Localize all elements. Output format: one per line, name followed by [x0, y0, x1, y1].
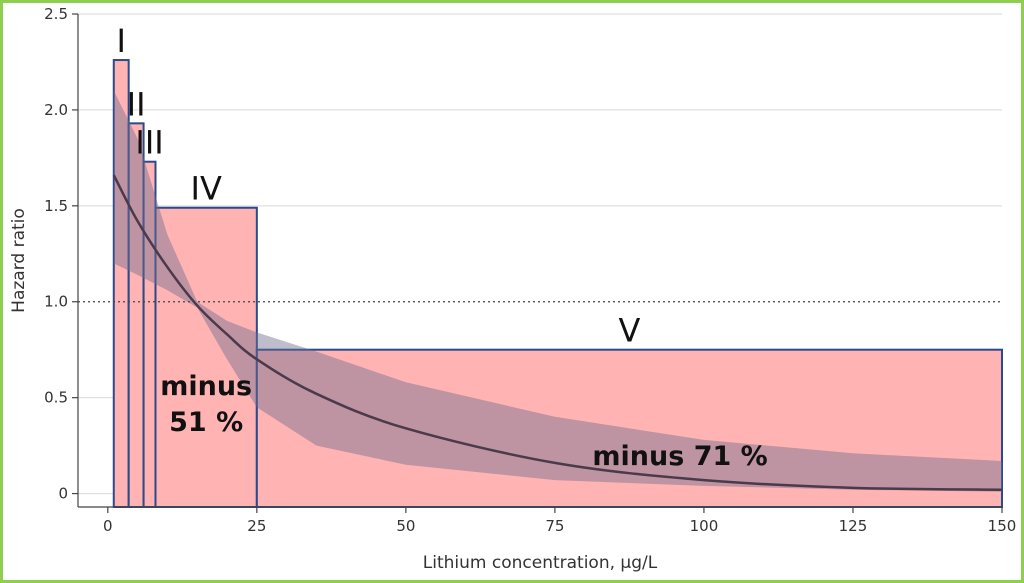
axes: 0 25 50 75 100 125 150 0 0.5 1.0 1.5 2.0 2.5 Lithium … — [9, 5, 1016, 573]
y-tick-label: 1.5 — [44, 197, 68, 215]
zone-label-iv: IV — [191, 170, 222, 208]
bar-v — [255, 348, 1004, 508]
x-tick-label: 75 — [545, 517, 564, 535]
x-axis-title: Lithium concentration, µg/L — [423, 553, 658, 573]
hazard-curve — [112, 174, 1003, 491]
y-tick-label: 2.0 — [44, 101, 68, 119]
x-tick-label: 125 — [839, 517, 868, 535]
bars — [112, 59, 1004, 509]
zone-label-v: V — [618, 312, 640, 350]
x-tick-label: 50 — [396, 517, 415, 535]
annotation-text: 51 % — [169, 407, 243, 438]
y-axis-title: Hazard ratio — [9, 208, 29, 313]
zone-label-i: I — [117, 22, 126, 60]
x-tick-label: 150 — [988, 517, 1017, 535]
x-tick-label: 100 — [690, 517, 719, 535]
hazard-ratio-curve — [112, 174, 1003, 491]
annotation-text: minus 71 % — [592, 441, 767, 472]
x-tick-label: 25 — [247, 517, 266, 535]
confidence-band — [113, 90, 1003, 492]
zone-label-ii: II — [127, 85, 146, 123]
x-tick-label: 0 — [103, 517, 113, 535]
confidence-band-area — [113, 90, 1003, 492]
annotation-text: minus — [160, 371, 252, 402]
y-tick-label: 0.5 — [44, 389, 68, 407]
y-tick-label: 0 — [58, 485, 68, 503]
zone-label-iii: III — [135, 124, 163, 162]
y-tick-label: 2.5 — [44, 5, 68, 23]
y-tick-label: 1.0 — [44, 293, 68, 311]
